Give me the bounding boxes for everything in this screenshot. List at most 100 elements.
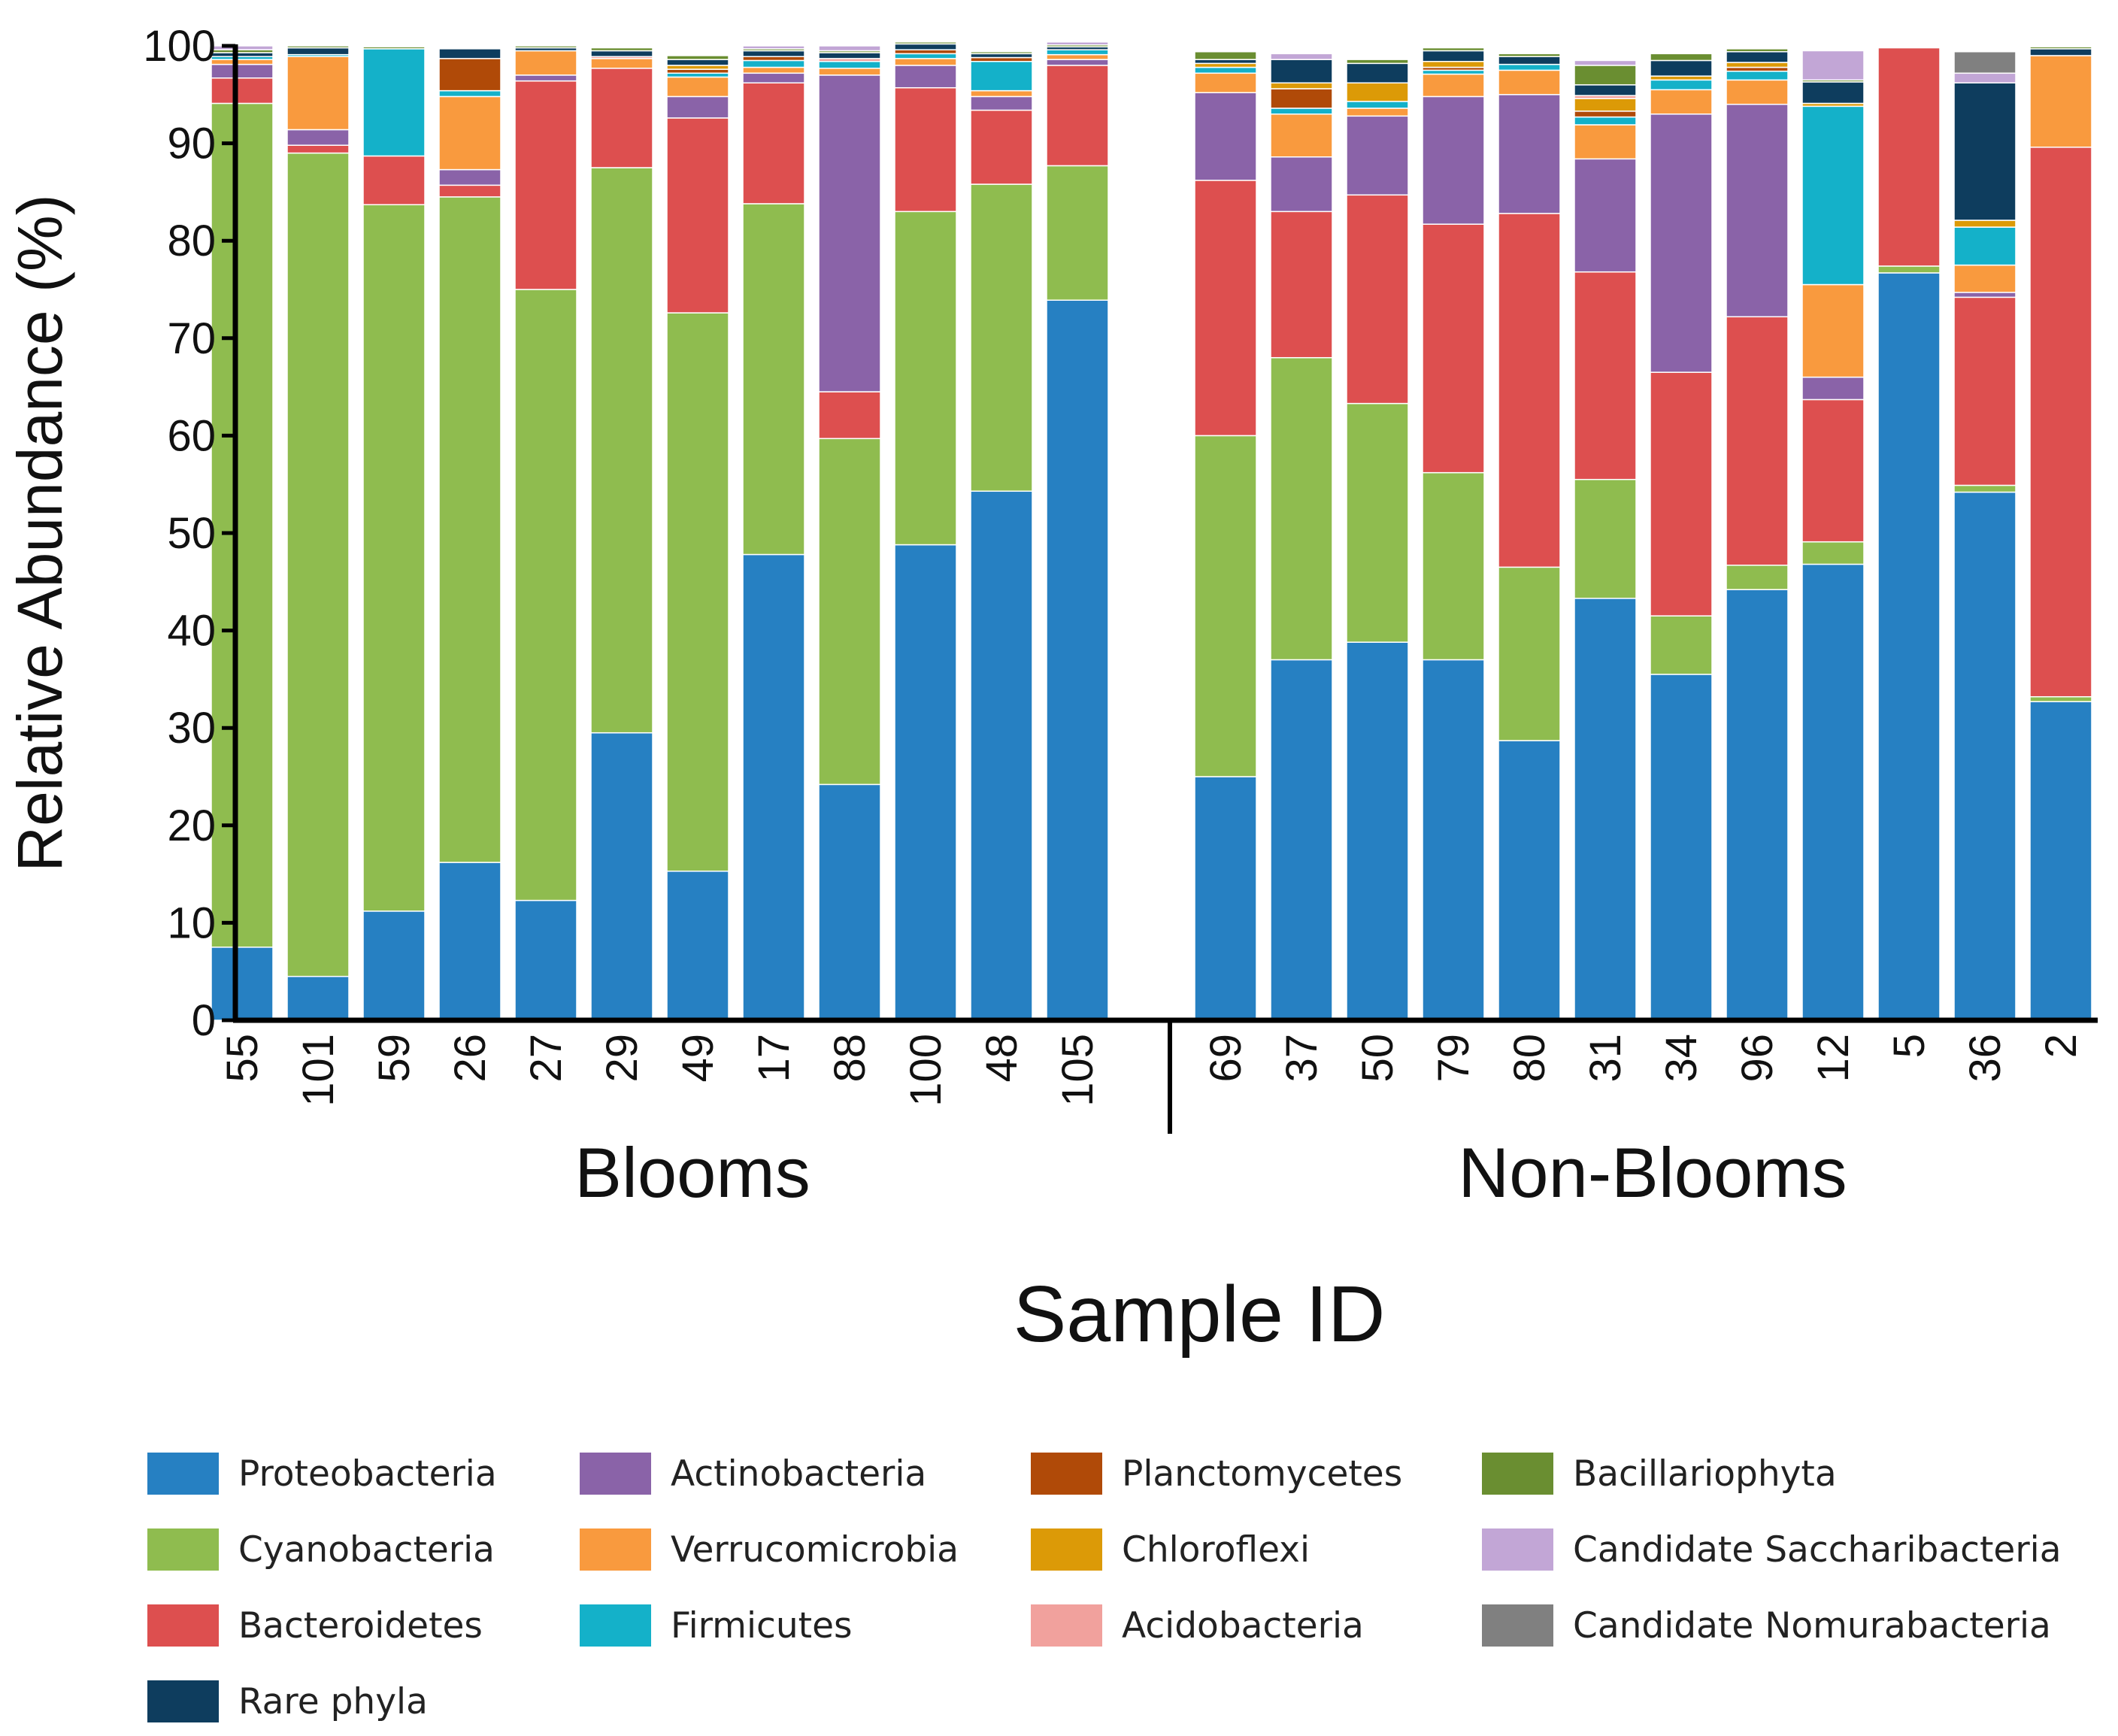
bar-segment-59-bacillariophyta — [362, 46, 426, 50]
bar-segment-105-cyanobacteria — [1046, 165, 1109, 301]
bar-segment-80-cyanobacteria — [1498, 566, 1561, 741]
bar-segment-69-bacteroidetes — [1194, 180, 1257, 437]
bar-segment-69-actinobacteria — [1194, 92, 1257, 181]
bar-segment-17-planctomycetes — [742, 56, 805, 62]
legend-swatch — [147, 1528, 219, 1571]
bar-segment-49-verrucomicrobia — [666, 76, 729, 98]
legend-item: Verrucomicrobia — [580, 1527, 959, 1572]
bar-segment-34-firmicutes — [1650, 79, 1713, 91]
legend-swatch — [1031, 1453, 1102, 1495]
x-tick-label: 101 — [294, 1034, 343, 1107]
bars-layer — [211, 41, 2092, 1021]
y-tick-label: 90 — [167, 120, 216, 168]
bar-segment-49-bacteroidetes — [666, 117, 729, 314]
bar-segment-36-firmicutes — [1953, 226, 2016, 266]
bar-segment-37-firmicutes — [1270, 108, 1333, 115]
axes-layer: 0 10 20 30 40 50 60 70 80 90 100 55 101 59 26 27 29 49 17 8… — [143, 22, 2098, 1212]
bar-segment-69-proteobacteria — [1194, 776, 1257, 1021]
bar-segment-88-actinobacteria — [818, 74, 881, 392]
bar-segment-80-bacillariophyta — [1498, 53, 1561, 58]
legend-label: Bacillariophyta — [1573, 1453, 1837, 1495]
bar-segment-17-proteobacteria — [742, 553, 805, 1021]
bar-segment-96-bacteroidetes — [1726, 316, 1789, 566]
bar-segment-5-proteobacteria — [1877, 272, 1941, 1021]
legend-item: Bacillariophyta — [1482, 1451, 1837, 1496]
legend-label: Planctomycetes — [1122, 1453, 1403, 1495]
bar-segment-105-candidate-saccharibacteria — [1046, 41, 1109, 46]
bar-segment-100-rare-phyla — [894, 43, 957, 50]
bar-segment-29-rare-phyla — [590, 50, 653, 58]
bar-segment-34-rare-phyla — [1650, 59, 1713, 77]
x-tick-label: 49 — [674, 1034, 723, 1083]
bar-segment-55-bacteroidetes — [211, 77, 274, 105]
group-label-blooms: Blooms — [574, 1133, 810, 1212]
bar-segment-79-proteobacteria — [1422, 659, 1485, 1021]
legend-item: Actinobacteria — [580, 1451, 926, 1496]
legend-label: Bacteroidetes — [238, 1604, 483, 1647]
legend-item: Rare phyla — [147, 1679, 428, 1724]
bar-segment-34-bacteroidetes — [1650, 371, 1713, 617]
bar-segment-96-proteobacteria — [1726, 589, 1789, 1021]
bar-segment-48-actinobacteria — [970, 95, 1033, 111]
bar-segment-79-rare-phyla — [1422, 50, 1485, 62]
x-tick-label: 88 — [826, 1034, 874, 1083]
legend-item: Firmicutes — [580, 1603, 852, 1648]
x-tick-label: 36 — [1961, 1034, 2010, 1083]
bar-segment-100-planctomycetes — [894, 49, 957, 55]
legend-item: Chloroflexi — [1031, 1527, 1310, 1572]
x-tick-label: 48 — [977, 1034, 1026, 1083]
legend-swatch — [580, 1528, 651, 1571]
y-tick-label: 30 — [167, 704, 216, 753]
y-tick-label: 70 — [167, 314, 216, 363]
bar-segment-49-cyanobacteria — [666, 312, 729, 872]
bar-segment-29-verrucomicrobia — [590, 58, 653, 69]
bar-segment-50-chloroflexi — [1346, 82, 1409, 102]
bar-segment-36-proteobacteria — [1953, 491, 2016, 1021]
bar-segment-26-actinobacteria — [438, 168, 501, 186]
bar-segment-79-chloroflexi — [1422, 60, 1485, 68]
legend-swatch — [147, 1604, 219, 1647]
legend-item: Candidate Saccharibacteria — [1482, 1527, 2062, 1572]
bar-segment-100-bacillariophyta — [894, 41, 957, 45]
x-tick-label: 80 — [1505, 1034, 1554, 1083]
bar-segment-101-rare-phyla — [286, 47, 350, 56]
legend-label: Candidate Saccharibacteria — [1573, 1528, 2062, 1571]
bar-segment-88-bacteroidetes — [818, 391, 881, 440]
bar-segment-34-proteobacteria — [1650, 674, 1713, 1021]
bar-segment-105-verrucomicrobia — [1046, 53, 1109, 60]
bar-segment-49-proteobacteria — [666, 870, 729, 1021]
bar-segment-48-cyanobacteria — [970, 183, 1033, 492]
bar-segment-55-cyanobacteria — [211, 102, 274, 948]
bar-segment-29-bacteroidetes — [590, 68, 653, 168]
bar-segment-12-bacteroidetes — [1801, 398, 1865, 543]
bar-segment-27-bacillariophyta — [514, 45, 577, 49]
bar-segment-36-rare-phyla — [1953, 82, 2016, 221]
bar-segment-37-chloroflexi — [1270, 82, 1333, 89]
bar-segment-31-verrucomicrobia — [1574, 124, 1637, 160]
legend-item: Cyanobacteria — [147, 1527, 495, 1572]
bar-segment-31-firmicutes — [1574, 116, 1637, 126]
bar-segment-49-bacillariophyta — [666, 55, 729, 60]
y-tick-label: 80 — [167, 217, 216, 265]
bar-segment-49-chloroflexi — [666, 65, 729, 70]
legend-swatch — [1031, 1604, 1102, 1647]
bar-segment-50-verrucomicrobia — [1346, 108, 1409, 117]
bar-segment-105-firmicutes — [1046, 49, 1109, 56]
bar-segment-69-rare-phyla — [1194, 59, 1257, 65]
bar-segment-79-verrucomicrobia — [1422, 73, 1485, 98]
bar-segment-37-verrucomicrobia — [1270, 113, 1333, 158]
bar-segment-55-verrucomicrobia — [211, 59, 274, 65]
bar-segment-96-cyanobacteria — [1726, 565, 1789, 590]
legend-swatch — [147, 1453, 219, 1495]
bar-segment-96-verrucomicrobia — [1726, 79, 1789, 105]
legend-swatch — [1482, 1604, 1553, 1647]
y-tick-label: 10 — [167, 898, 216, 947]
bar-segment-31-actinobacteria — [1574, 158, 1637, 273]
bar-segment-34-actinobacteria — [1650, 113, 1713, 373]
y-tick-label: 0 — [192, 996, 216, 1045]
bar-segment-34-verrucomicrobia — [1650, 89, 1713, 115]
bar-segment-101-bacteroidetes — [286, 144, 350, 154]
bar-segment-100-proteobacteria — [894, 544, 957, 1021]
x-tick-label: 17 — [750, 1034, 798, 1083]
bar-segment-12-rare-phyla — [1801, 81, 1865, 105]
